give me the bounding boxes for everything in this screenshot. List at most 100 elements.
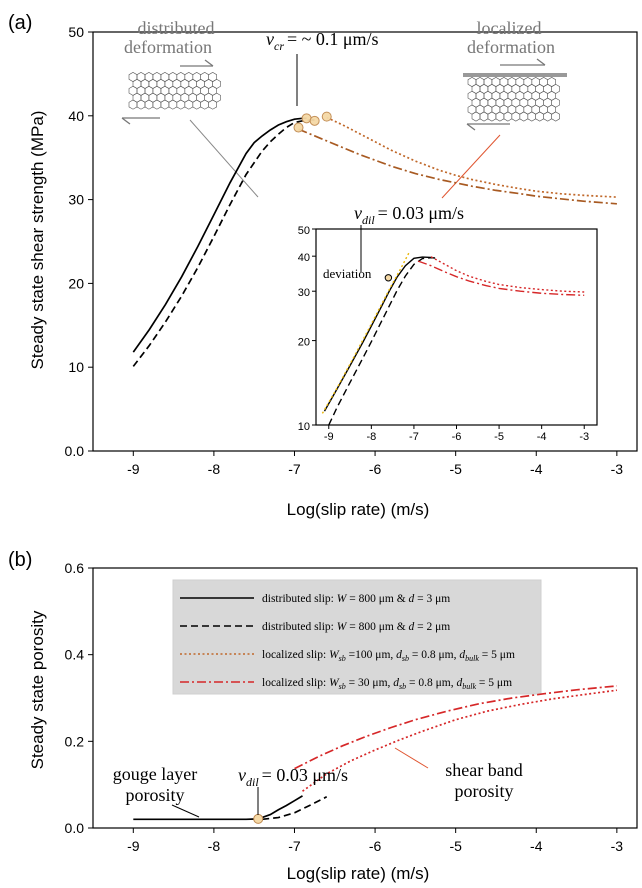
x-tick-label: -3 xyxy=(611,461,624,477)
series-line xyxy=(262,796,328,821)
panel-b-axes-frame xyxy=(92,567,638,829)
y-tick-label: 40 xyxy=(68,108,84,124)
legend-label-part: localized slip: xyxy=(262,649,329,661)
legend-label-part: distributed slip: xyxy=(262,593,337,605)
series-line xyxy=(132,117,307,353)
series-line xyxy=(132,119,315,367)
x-tick-label: -5 xyxy=(494,431,504,443)
legend: distributed slip: W = 800 μm & d = 3 μmd… xyxy=(180,593,515,691)
x-tick-label: -8 xyxy=(208,838,221,854)
legend-label-part: = 2 μm xyxy=(414,621,450,633)
x-tick-label: -9 xyxy=(127,461,140,477)
vdil-annotation: vdil = 0.03 μm/s xyxy=(238,765,348,789)
hex-cell xyxy=(192,99,201,110)
transition-marker xyxy=(321,111,332,122)
localized-pointer-line xyxy=(441,134,501,199)
legend-label-part: d xyxy=(393,677,399,689)
x-tick-label: -4 xyxy=(537,431,547,443)
shear-band-pointer-line xyxy=(394,747,429,769)
series-line xyxy=(298,128,617,205)
y-tick-label: 0.0 xyxy=(65,443,85,459)
panel-a-series xyxy=(132,116,617,367)
hex-cell xyxy=(208,99,217,110)
hex-cell xyxy=(503,111,513,122)
inset-vdil-v: v xyxy=(354,203,362,223)
legend-label-part: sb xyxy=(339,654,346,663)
hex-cell xyxy=(495,111,505,122)
transition-marker xyxy=(309,115,320,126)
gouge-label-line2: porosity xyxy=(125,785,184,805)
distributed-label-line2: deformation xyxy=(124,37,212,57)
legend-label-part: sb xyxy=(399,682,406,691)
inset-series-line xyxy=(417,260,585,296)
y-tick-label: 0.0 xyxy=(65,820,85,836)
x-tick-label: -8 xyxy=(208,461,221,477)
localized-label-line1: localized xyxy=(477,18,542,38)
series-line xyxy=(326,116,617,198)
y-tick-label: 0.6 xyxy=(65,560,85,576)
deviation-label: deviation xyxy=(323,266,372,281)
hex-cell xyxy=(551,111,560,122)
x-tick-label: -4 xyxy=(530,461,543,477)
legend-label: distributed slip: W = 800 μm & d = 2 μm xyxy=(262,621,450,633)
legend-label-part: W xyxy=(337,621,348,633)
legend-box xyxy=(172,579,542,695)
transition-marker xyxy=(253,813,264,824)
x-tick-label: -9 xyxy=(324,431,334,443)
inset-background xyxy=(316,229,597,425)
y-tick-label: 10 xyxy=(298,421,310,433)
y-tick-label: 0.4 xyxy=(65,647,85,663)
legend-label-part: d xyxy=(409,621,415,633)
x-tick-label: -5 xyxy=(449,461,462,477)
hex-cell xyxy=(535,111,545,122)
bottom-shear-arrowhead-right xyxy=(466,123,476,131)
deviation-point xyxy=(384,274,393,282)
vcr-text: = ~ 0.1 μm/s xyxy=(287,29,379,49)
hex-cell xyxy=(487,111,497,122)
legend-label-part: = 5 μm xyxy=(479,649,515,661)
y-tick-label: 30 xyxy=(68,192,84,208)
hex-cell xyxy=(176,99,186,110)
hex-cell xyxy=(511,111,521,122)
legend-label-part: sb xyxy=(402,654,409,663)
series-line xyxy=(294,685,617,770)
hex-cell xyxy=(144,99,154,110)
legend-label-part: d xyxy=(457,677,463,689)
shear-band-label-line2: porosity xyxy=(454,781,513,801)
legend-label-part: W xyxy=(329,649,340,661)
legend-label-part: = 800 μm & xyxy=(346,621,408,633)
vcr-sub: cr xyxy=(274,39,284,53)
inset-vdil-text: = 0.03 μm/s xyxy=(378,203,464,223)
hex-cell xyxy=(200,99,209,110)
panel-b-label: (b) xyxy=(8,549,32,571)
inset-ticks: -9 -8 -7 -6 -5 -4 -3 10 20 30 40 50 xyxy=(298,225,589,443)
hex-cell xyxy=(184,99,194,110)
x-tick-label: -5 xyxy=(449,838,462,854)
y-tick-label: 50 xyxy=(68,24,84,40)
top-shear-arrowhead-left xyxy=(204,59,214,67)
legend-label-part: =100 μm, xyxy=(346,649,396,661)
x-tick-label: -4 xyxy=(530,838,543,854)
y-tick-label: 30 xyxy=(298,287,310,299)
hex-cell xyxy=(128,99,138,110)
legend-label-part: = 800 μm & xyxy=(346,593,408,605)
legend-label-part: d xyxy=(409,593,415,605)
legend-label-part: = 5 μm xyxy=(476,677,512,689)
panel-b-series xyxy=(133,685,618,821)
legend-label-part: distributed slip: xyxy=(262,621,337,633)
vdil-text: = 0.03 μm/s xyxy=(262,765,348,785)
legend-label-part: = 0.8 μm, xyxy=(409,649,459,661)
panel-b-ticks: -9 -8 -7 -6 -5 -4 -3 0.0 0.2 0.4 0.6 xyxy=(65,560,624,854)
hex-cell xyxy=(152,99,162,110)
x-tick-label: -3 xyxy=(611,838,624,854)
x-tick-label: -6 xyxy=(452,431,462,443)
y-tick-label: 20 xyxy=(298,337,310,349)
inset-vdil-annotation: vdil = 0.03 μm/s xyxy=(354,203,464,227)
panel-b-ylabel: Steady state porosity xyxy=(28,610,47,769)
shear-band-label-line1: shear band xyxy=(445,760,522,780)
panel-a-label: (a) xyxy=(8,12,32,34)
legend-label-part: W xyxy=(329,677,340,689)
legend-label: distributed slip: W = 800 μm & d = 3 μm xyxy=(262,593,450,605)
